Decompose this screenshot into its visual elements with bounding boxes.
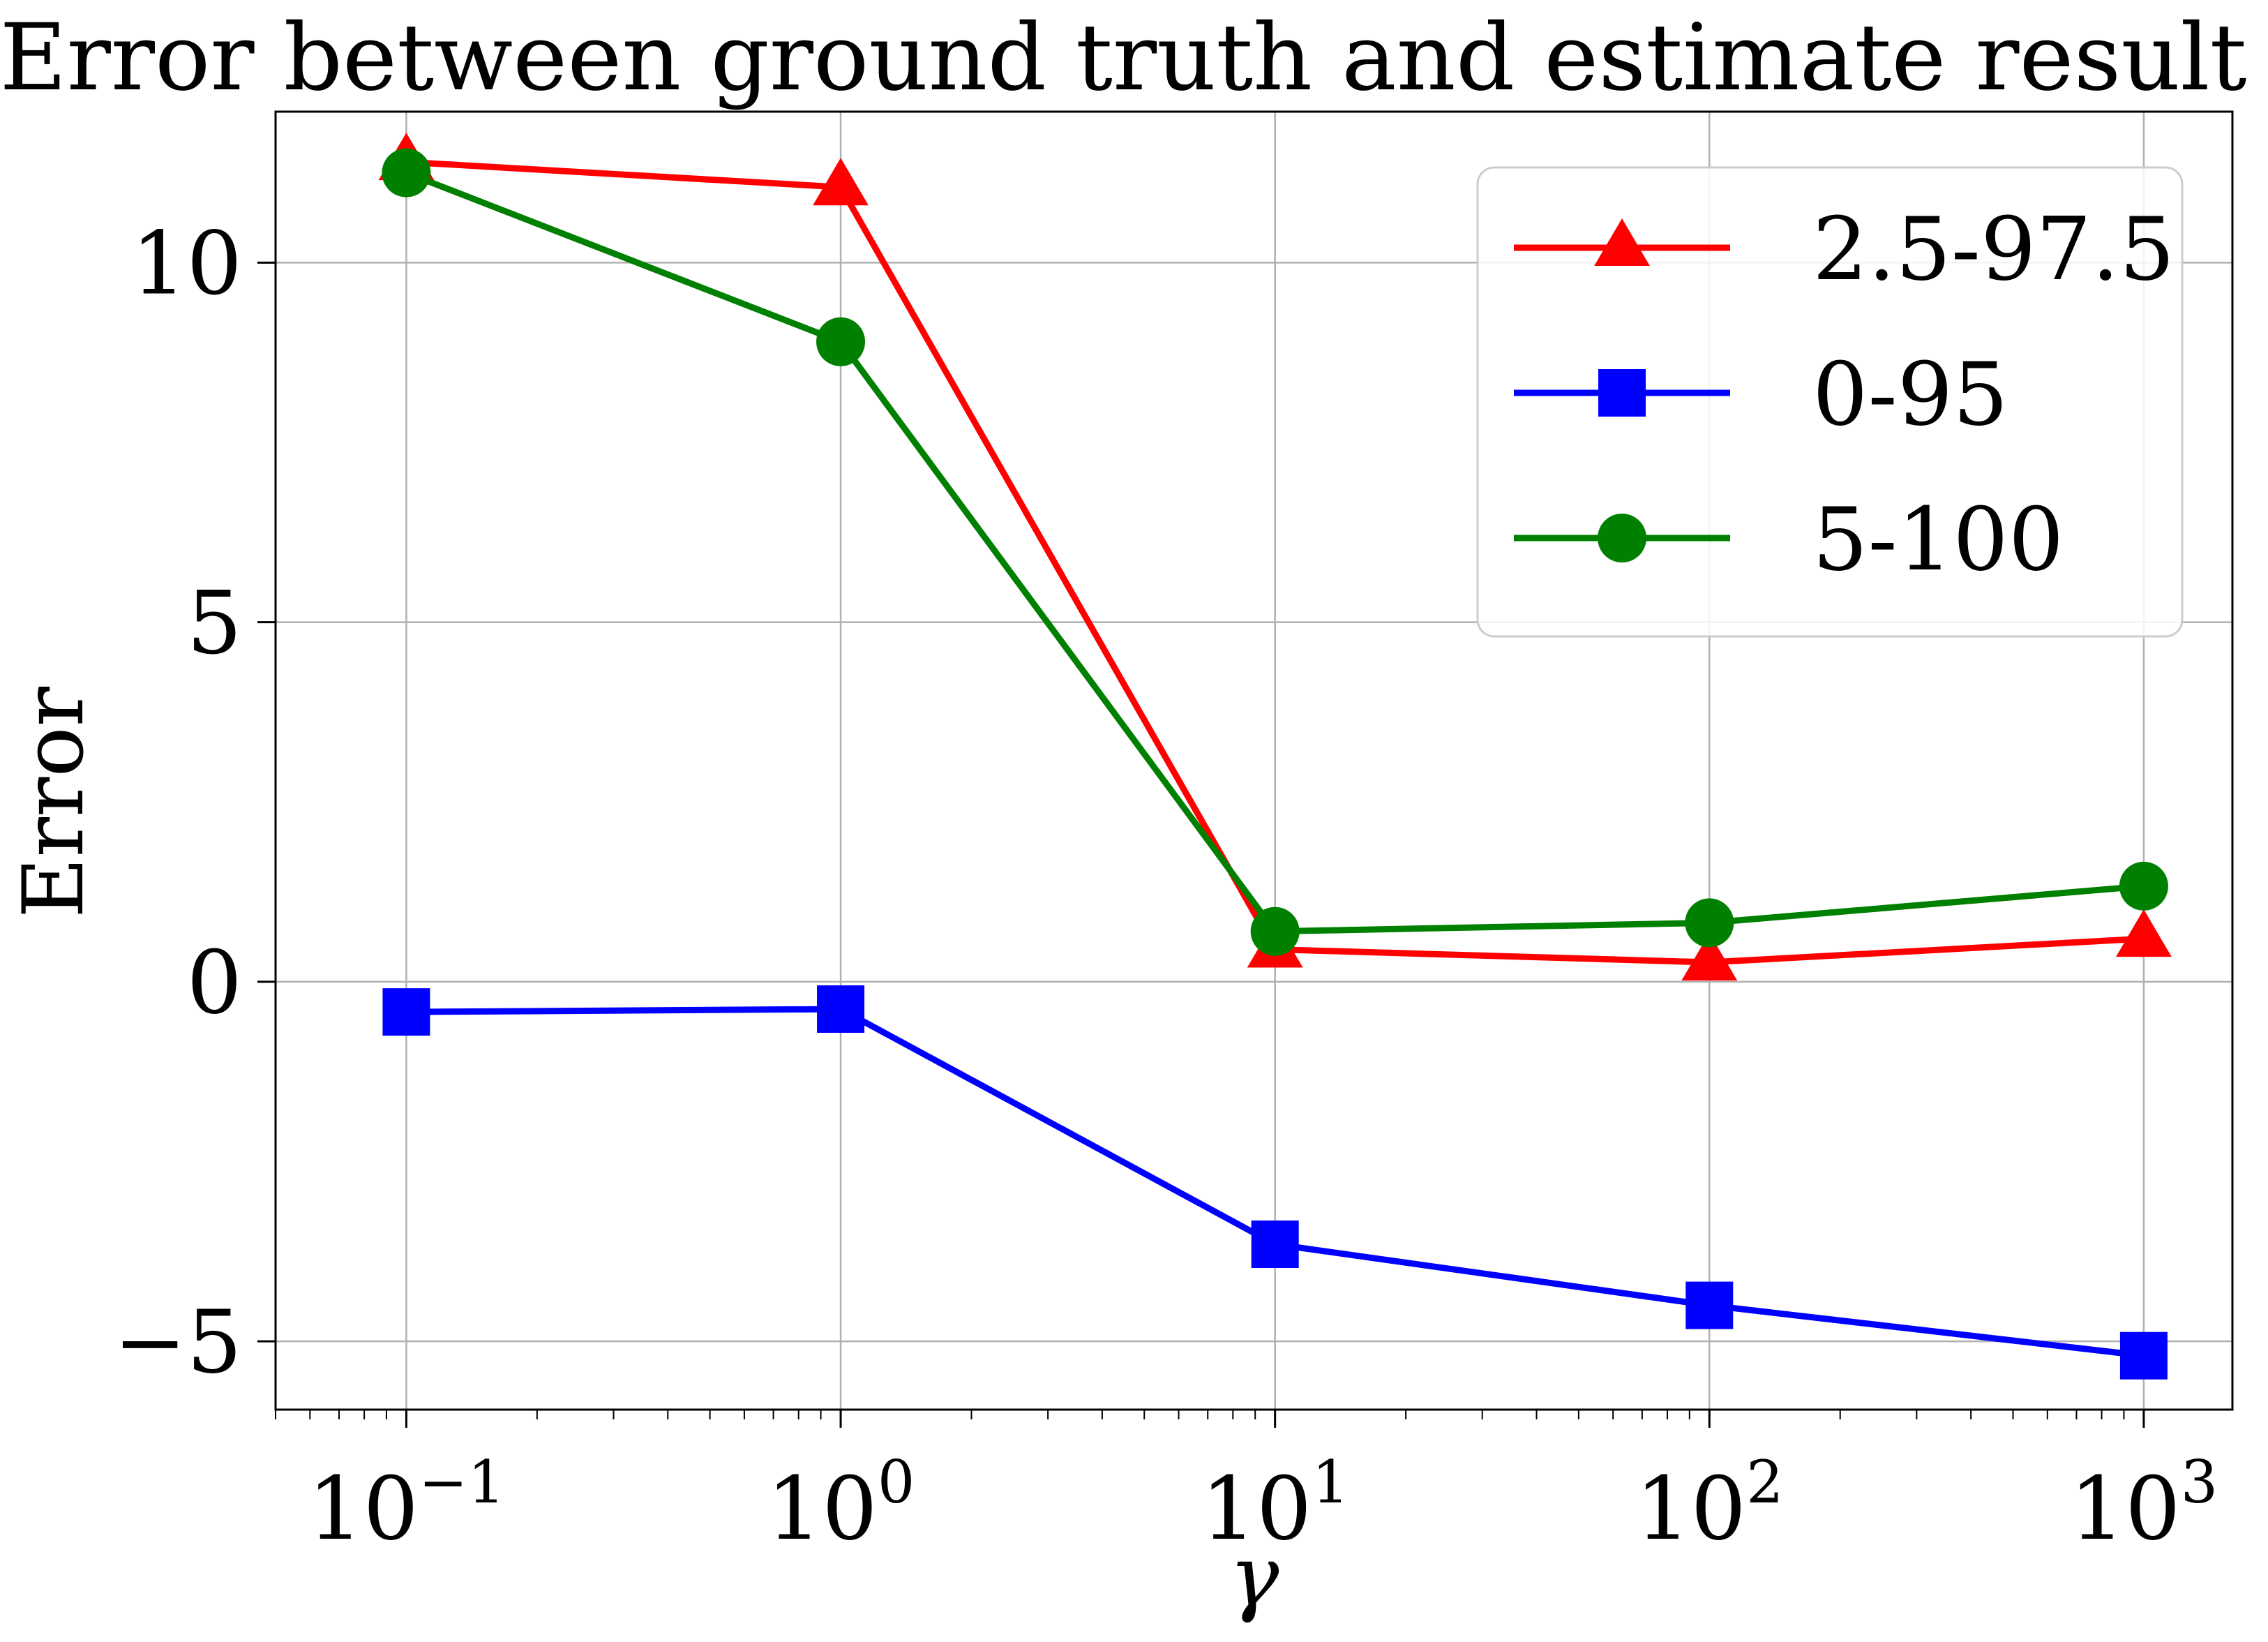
- x-tick-label: 10−1: [308, 1448, 505, 1560]
- data-point: [382, 148, 431, 197]
- data-point: [2119, 861, 2168, 911]
- y-tick-label: 5: [186, 573, 242, 674]
- legend-label: 5-100: [1812, 489, 2064, 590]
- x-tick-exponent: 3: [2181, 1448, 2218, 1516]
- x-tick-exponent: 1: [1312, 1448, 1349, 1516]
- data-point: [1251, 1220, 1299, 1268]
- data-point: [1685, 1281, 1734, 1329]
- y-axis-label: Error: [6, 686, 103, 918]
- data-point: [1250, 906, 1300, 956]
- legend: 2.5-97.5 0-95 5-100: [1476, 166, 2184, 638]
- axis-ticks: [257, 261, 2145, 1428]
- data-point: [2119, 1331, 2168, 1380]
- legend-entry: 5-100: [1514, 489, 2064, 590]
- y-tick-label: 10: [131, 213, 242, 314]
- data-point: [813, 158, 869, 206]
- series-5-100: [382, 148, 2168, 956]
- x-tick-label: 100: [767, 1448, 915, 1560]
- data-point: [382, 988, 430, 1036]
- data-point: [1681, 933, 1738, 981]
- data-point: [816, 317, 866, 366]
- y-tick-label: −5: [114, 1292, 242, 1393]
- y-tick-label: 0: [186, 932, 242, 1033]
- x-tick-exponent: 0: [878, 1448, 915, 1516]
- x-tick-label: 103: [2070, 1448, 2218, 1560]
- legend-label: 2.5-97.5: [1812, 199, 2175, 300]
- series-0-95: [382, 985, 2168, 1380]
- legend-entry: 2.5-97.5: [1514, 199, 2175, 300]
- x-tick-exponent: −1: [419, 1448, 505, 1516]
- legend-marker: [1594, 218, 1650, 267]
- x-axis-label: γ: [1229, 1528, 1279, 1625]
- data-point: [817, 985, 865, 1033]
- x-tick-label: 102: [1635, 1448, 1784, 1560]
- x-tick-exponent: 2: [1746, 1448, 1783, 1516]
- legend-box: [1476, 166, 2184, 638]
- data-point: [2116, 909, 2172, 957]
- x-minor-ticks: [275, 1410, 2125, 1419]
- legend-marker: [1598, 369, 1646, 417]
- data-point: [1685, 898, 1734, 948]
- plot-frame: [274, 110, 2234, 1411]
- legend-marker: [1598, 514, 1646, 562]
- legend-label: 0-95: [1812, 344, 2008, 445]
- series-layer: [378, 133, 2172, 1380]
- chart-title: Error between ground truth and estimate …: [0, 4, 2247, 112]
- legend-entry: 0-95: [1514, 344, 2008, 445]
